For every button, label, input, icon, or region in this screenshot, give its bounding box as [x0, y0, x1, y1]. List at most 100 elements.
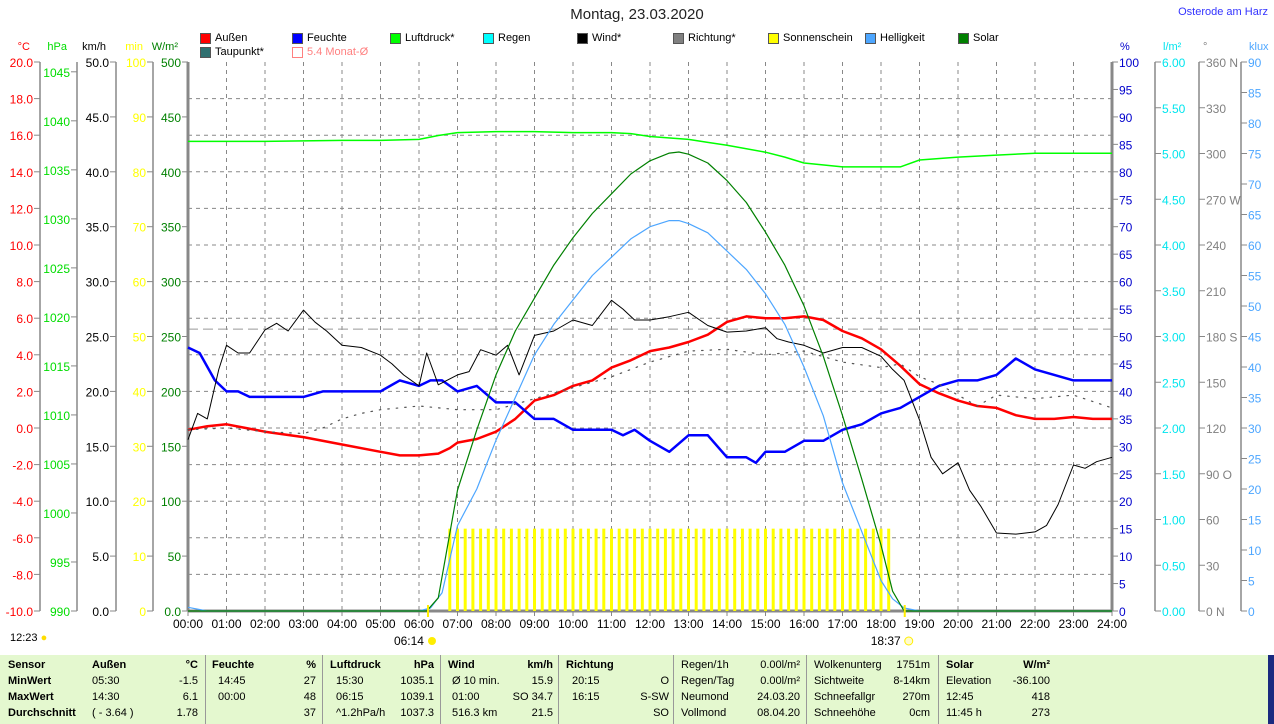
tick-label-humidity: 0 — [1119, 605, 1126, 619]
tick-label-pressure: 1020 — [43, 311, 70, 325]
sunshine-bar — [571, 528, 575, 611]
sunshine-bar — [887, 528, 891, 611]
divider — [322, 655, 323, 724]
tick-label-pressure: 1030 — [43, 213, 70, 227]
x-tick-label: 03:00 — [288, 617, 318, 631]
divider — [440, 655, 441, 724]
stat-druck-v: 1035.1 — [400, 675, 434, 687]
legend-swatch — [577, 32, 588, 44]
tick-label-lux: 90 — [1248, 56, 1262, 70]
sunshine-bar — [802, 528, 806, 611]
series-taupunkt — [187, 348, 1113, 435]
tick-label-sun: 50 — [133, 331, 147, 345]
x-tick-label: 02:00 — [250, 617, 280, 631]
location-label: Osterode am Harz — [1178, 6, 1268, 18]
tick-label-pressure: 1005 — [43, 458, 70, 472]
header-wind: Wind — [448, 659, 475, 671]
stat-richt-v: O — [660, 675, 669, 687]
x-tick-label: 11:00 — [597, 617, 626, 631]
tick-label-humidity: 90 — [1119, 111, 1133, 125]
sun-icon — [427, 637, 436, 645]
sunshine-bar — [687, 528, 690, 611]
solar-value: 418 — [1031, 691, 1050, 703]
x-tick-label: 20:00 — [943, 617, 973, 631]
sunshine-bar — [671, 528, 675, 611]
header-luftdruck: Luftdruck — [330, 659, 381, 671]
tick-label-humidity: 75 — [1119, 193, 1133, 207]
x-tick-label: 16:00 — [789, 617, 819, 631]
tick-label-humidity: 100 — [1119, 56, 1139, 70]
tick-label-temp: -10.0 — [6, 605, 34, 619]
tick-label-solar: 500 — [161, 56, 181, 70]
tick-label-wind: 15.0 — [86, 440, 110, 454]
tick-label-temp: 8.0 — [16, 276, 33, 290]
stat-feuchte-v: 37 — [303, 707, 316, 719]
tick-label-pressure: 1000 — [43, 507, 70, 521]
tick-label-humidity: 55 — [1119, 303, 1133, 317]
sunshine-bar — [663, 528, 667, 611]
legend-swatch — [200, 32, 211, 44]
panel-edge — [1268, 655, 1274, 724]
header-feuchte: Feuchte — [212, 659, 255, 671]
legend-label: Solar — [973, 32, 999, 44]
stat-wind-v: SO 34.7 — [512, 691, 553, 703]
sunshine-bar — [864, 528, 868, 611]
tick-label-direction: 210 — [1206, 285, 1226, 299]
header-aussen: Außen — [92, 659, 127, 671]
tick-label-rain: 5.50 — [1162, 102, 1186, 116]
sunshine-bar — [841, 528, 844, 611]
tick-label-humidity: 80 — [1119, 166, 1133, 180]
tick-label-sun: 30 — [133, 440, 147, 454]
weather-chart: 20.0 18.0 16.0 14.0 12.0 10.0 8.0 6.0 4.0 2.0 0.0 -… — [6, 41, 1269, 648]
sunshine-bar — [771, 528, 775, 611]
sunshine-bar — [548, 528, 552, 611]
sunshine-bar — [694, 528, 698, 611]
tick-label-pressure: 1015 — [43, 360, 70, 374]
stat-wind-v: 15.9 — [531, 675, 553, 687]
tick-label-rain: 3.00 — [1162, 331, 1186, 345]
legend-item: Taupunkt* — [200, 46, 264, 58]
axis-unit-temp: °C — [18, 41, 30, 53]
tick-label-pressure: 990 — [50, 605, 70, 619]
misc1-label: Regen/Tag — [681, 675, 735, 687]
tick-label-temp: -6.0 — [12, 532, 33, 546]
tick-label-lux: 5 — [1248, 575, 1255, 589]
tick-label-humidity: 60 — [1119, 276, 1133, 290]
chart-title: Montag, 23.03.2020 — [570, 6, 704, 23]
tick-label-pressure: 1035 — [43, 164, 70, 178]
sunshine-bar — [479, 528, 483, 611]
sunshine-bar — [656, 528, 660, 611]
stat-feuchte-v: 48 — [303, 691, 316, 703]
misc1-value: 24.03.20 — [757, 691, 800, 703]
tick-label-pressure: 1045 — [43, 66, 70, 80]
tick-label-humidity: 15 — [1119, 523, 1133, 537]
series-wind — [187, 299, 1113, 535]
axis-unit-lux: klux — [1249, 41, 1269, 53]
sunshine-bar — [594, 528, 598, 611]
stat-aussen-t: 05:30 — [92, 675, 120, 687]
sunshine-bar — [494, 528, 498, 611]
tick-label-direction: 120 — [1206, 422, 1226, 436]
sunshine-bar — [633, 528, 637, 611]
x-tick-label: 10:00 — [558, 617, 588, 631]
tick-label-humidity: 30 — [1119, 440, 1133, 454]
misc1-label: Vollmond — [681, 707, 727, 719]
axis-unit-humidity: % — [1120, 41, 1130, 53]
x-tick-label: 04:00 — [327, 617, 357, 631]
legend-item: Wind* — [577, 32, 621, 44]
axis-unit-wind: km/h — [82, 41, 106, 53]
legend-label: Feuchte — [307, 32, 347, 44]
tick-label-lux: 15 — [1248, 514, 1262, 528]
stat-aussen-t: 14:30 — [92, 691, 120, 703]
series-außen — [187, 315, 1112, 457]
tick-label-sun: 20 — [133, 495, 147, 509]
tick-label-direction: 300 — [1206, 148, 1226, 162]
tick-label-wind: 10.0 — [86, 495, 110, 509]
legend-swatch — [200, 46, 211, 58]
tick-label-lux: 65 — [1248, 209, 1262, 223]
legend-label: Taupunkt* — [215, 46, 264, 58]
sunshine-bar — [625, 528, 629, 611]
tick-label-humidity: 10 — [1119, 550, 1133, 564]
tick-label-lux: 30 — [1248, 422, 1262, 436]
x-tick-label: 19:00 — [904, 617, 934, 631]
